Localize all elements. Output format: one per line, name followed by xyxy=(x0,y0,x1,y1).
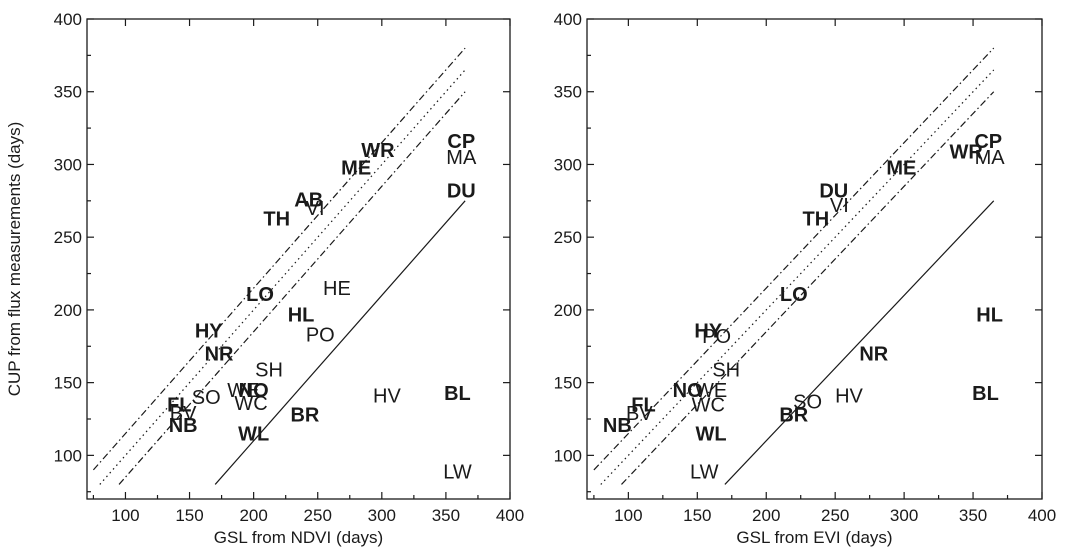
reference-line-solid xyxy=(724,200,995,485)
reference-line-dashdot xyxy=(118,91,466,485)
y-tick-label: 400 xyxy=(54,10,82,29)
reference-line-dotted xyxy=(99,69,466,485)
x-tick-label: 350 xyxy=(959,506,987,525)
site-label-hv: HV xyxy=(373,386,401,408)
site-label-wl: WL xyxy=(238,424,269,446)
x-tick-label: 400 xyxy=(1028,506,1056,525)
x-tick-label: 100 xyxy=(111,506,139,525)
site-label-th: TH xyxy=(803,208,830,230)
site-label-du: DU xyxy=(447,181,476,203)
site-label-fl: FL xyxy=(631,394,655,416)
site-label-wc: WC xyxy=(692,394,725,416)
site-label-fl: FL xyxy=(167,394,191,416)
chart-ndvi: 100 150 200 250 300 350 400 100 150 200 250 300 350 4… xyxy=(5,10,524,547)
y-tick-label: 200 xyxy=(554,301,582,320)
plot-frame xyxy=(86,18,511,500)
x-tick-label: 250 xyxy=(821,506,849,525)
site-label-th: TH xyxy=(263,208,290,230)
x-tick-label: 150 xyxy=(683,506,711,525)
y-tick-label: 200 xyxy=(54,301,82,320)
site-label-nr: NR xyxy=(205,344,234,366)
x-tick-label: 200 xyxy=(752,506,780,525)
reference-line-dotted xyxy=(600,69,995,485)
site-label-wr: WR xyxy=(950,141,984,163)
x-tick-label: 150 xyxy=(175,506,203,525)
y-tick-label: 350 xyxy=(554,83,582,102)
site-label-we: WE xyxy=(695,380,727,402)
x-tick-label: 300 xyxy=(890,506,918,525)
site-label-sh: SH xyxy=(255,360,283,382)
y-tick-label: 400 xyxy=(554,10,582,29)
site-label-wc: WC xyxy=(234,393,267,415)
site-label-wr: WR xyxy=(361,140,395,162)
x-tick-label: 250 xyxy=(304,506,332,525)
x-tick-label: 200 xyxy=(239,506,267,525)
y-axis-label: CUP from flux measurements (days) xyxy=(5,122,24,397)
site-label-cp: CP xyxy=(447,131,475,153)
site-label-hl: HL xyxy=(288,304,315,326)
y-tick-label: 100 xyxy=(554,446,582,465)
site-label-me: ME xyxy=(341,157,371,179)
site-label-lw: LW xyxy=(690,461,719,483)
y-tick-label: 100 xyxy=(54,446,82,465)
site-label-ma: MA xyxy=(446,147,477,169)
site-label-po: PO xyxy=(306,325,335,347)
site-label-bv: BV xyxy=(626,403,653,425)
site-label-lo: LO xyxy=(246,284,274,306)
plot-frame xyxy=(586,18,1043,500)
site-label-hy: HY xyxy=(195,320,223,342)
site-label-sh: SH xyxy=(712,360,740,382)
x-tick-label: 400 xyxy=(496,506,524,525)
site-label-nb: NB xyxy=(169,415,198,437)
x-tick-label: 300 xyxy=(368,506,396,525)
reference-line-dashdot xyxy=(593,47,995,471)
site-label-wl: WL xyxy=(696,424,727,446)
site-label-lo: LO xyxy=(780,284,808,306)
site-label-bv: BV xyxy=(170,403,197,425)
site-label-hy: HY xyxy=(694,320,722,342)
site-label-no: NO xyxy=(239,380,269,402)
site-label-bl: BL xyxy=(444,383,471,405)
site-label-vi: VI xyxy=(830,195,849,217)
site-label-du: DU xyxy=(819,181,848,203)
site-label-po: PO xyxy=(702,326,731,348)
site-label-br: BR xyxy=(779,405,808,427)
site-label-we: WE xyxy=(227,380,259,402)
site-label-hv: HV xyxy=(835,386,863,408)
site-label-no: NO xyxy=(673,380,703,402)
y-tick-label: 300 xyxy=(54,155,82,174)
site-label-hl: HL xyxy=(976,304,1003,326)
reference-line-solid xyxy=(214,200,466,485)
site-label-cp: CP xyxy=(974,131,1002,153)
site-label-br: BR xyxy=(290,405,319,427)
x-tick-label: 350 xyxy=(432,506,460,525)
y-tick-label: 250 xyxy=(554,228,582,247)
site-label-lw: LW xyxy=(443,461,472,483)
y-tick-label: 150 xyxy=(54,374,82,393)
x-axis-label: GSL from EVI (days) xyxy=(736,528,892,547)
y-tick-label: 350 xyxy=(54,83,82,102)
site-label-nr: NR xyxy=(859,344,888,366)
site-label-ab: AB xyxy=(294,189,323,211)
site-label-he: HE xyxy=(323,278,351,300)
site-label-bl: BL xyxy=(972,383,999,405)
site-label-ma: MA xyxy=(975,147,1006,169)
x-axis-label: GSL from NDVI (days) xyxy=(214,528,383,547)
y-tick-label: 150 xyxy=(554,374,582,393)
y-tick-label: 300 xyxy=(554,155,582,174)
site-label-me: ME xyxy=(886,157,916,179)
reference-line-dashdot xyxy=(92,47,466,471)
site-label-so: SO xyxy=(793,392,822,414)
chart-evi: 100 150 200 250 300 350 400 100 150 200 250 300 350 4… xyxy=(554,10,1057,547)
site-label-so: SO xyxy=(192,387,221,409)
site-label-nb: NB xyxy=(603,415,632,437)
reference-line-dashdot xyxy=(621,91,995,485)
y-tick-label: 250 xyxy=(54,228,82,247)
x-tick-label: 100 xyxy=(614,506,642,525)
site-label-vi: VI xyxy=(306,198,325,220)
